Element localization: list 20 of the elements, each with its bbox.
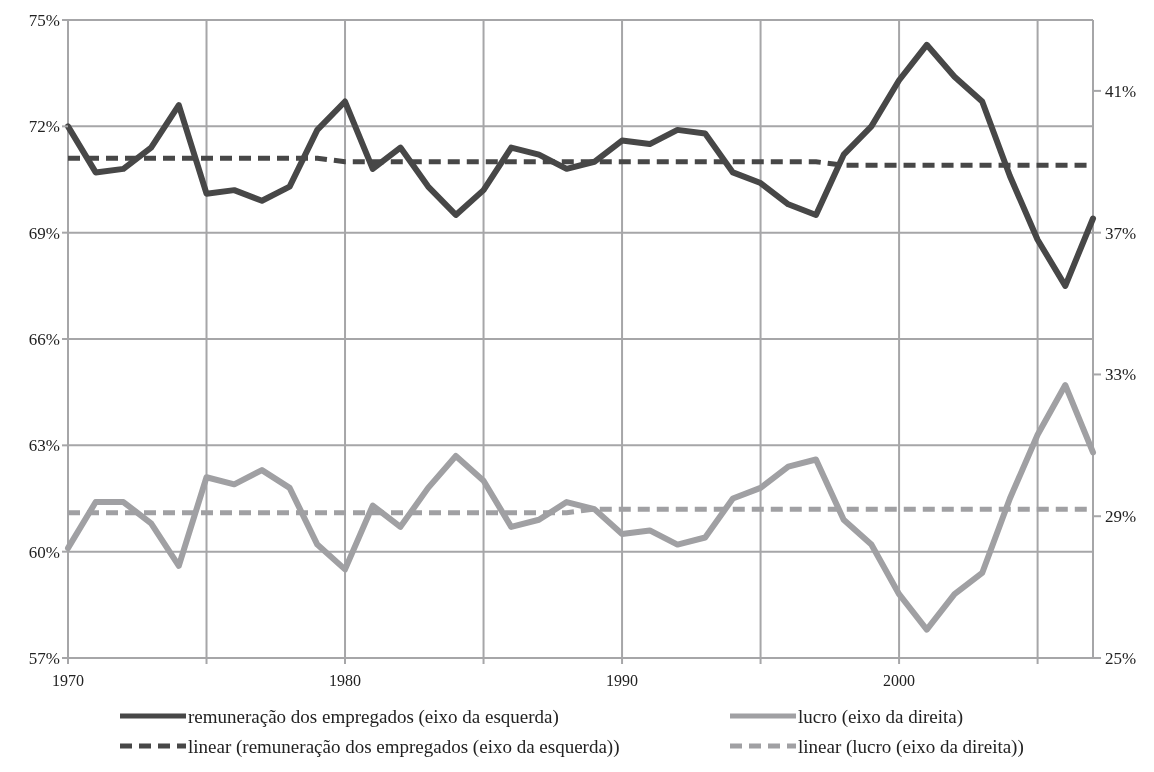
x-tick-label: 1970	[52, 672, 84, 689]
legend-label: remuneração dos empregados (eixo da esquerda)	[188, 705, 559, 728]
y-tick-label: 75%	[28, 10, 60, 30]
y2-tick-label: 41%	[1105, 81, 1137, 101]
y-tick-label: 72%	[28, 117, 60, 137]
y-tick-label: 57%	[28, 648, 60, 668]
y2-tick-label: 25%	[1105, 648, 1137, 668]
legend-label: lucro (eixo da direita)	[798, 705, 964, 728]
x-tick-label: 1980	[329, 672, 362, 689]
y-tick-label: 69%	[28, 223, 60, 243]
y-tick-label: 63%	[28, 436, 60, 456]
y2-tick-label: 29%	[1105, 507, 1137, 527]
y2-tick-label: 37%	[1105, 223, 1137, 243]
legend-label: linear (lucro (eixo da direita))	[798, 735, 1024, 758]
x-tick-label: 1990	[606, 672, 639, 689]
y-tick-label: 66%	[28, 329, 60, 349]
x-tick-label: 2000	[883, 672, 916, 689]
y-tick-label: 60%	[28, 542, 60, 562]
legend-label: linear (remuneração dos empregados (eixo da esquerda))	[188, 735, 620, 758]
y2-tick-label: 33%	[1105, 365, 1137, 385]
